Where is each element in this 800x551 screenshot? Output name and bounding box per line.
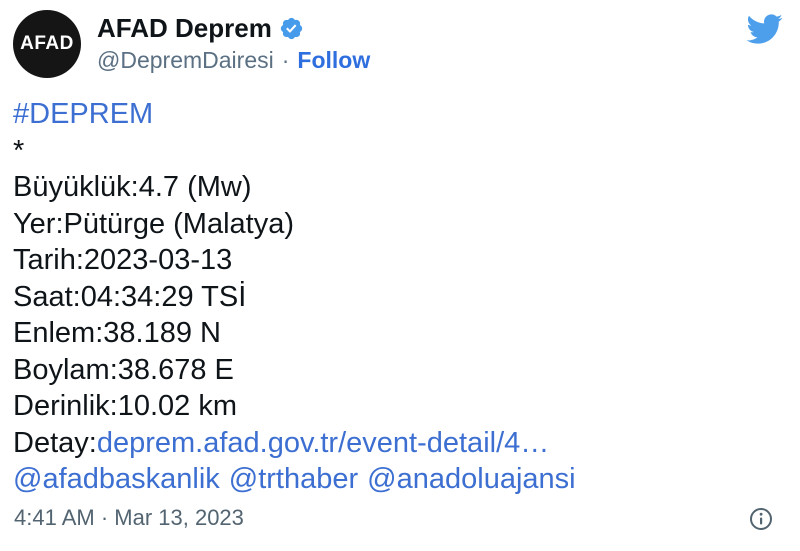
verified-badge-icon (280, 17, 303, 39)
twitter-bird-icon[interactable] (741, 10, 787, 48)
tweet-header: AFAD Deprem @DepremDairesi · Follow (97, 13, 370, 74)
separator-dot: · (281, 47, 290, 73)
account-name-row[interactable]: AFAD Deprem (97, 13, 370, 43)
depth-line: Derinlik:10.02 km (13, 390, 238, 422)
detail-label: Detay: (13, 426, 97, 459)
mention-afadbaskanlik-link[interactable]: @afadbaskanlik (13, 463, 220, 495)
mentions-line: @afadbaskanlik @trthaber @anadoluajansi (13, 461, 783, 498)
time-line: Saat:04:34:29 TSİ (13, 280, 247, 313)
mention-anadoluajansi-link[interactable]: @anadoluajansi (367, 463, 576, 495)
latitude-line: Enlem:38.189 N (13, 317, 221, 349)
longitude-line: Boylam:38.678 E (13, 353, 234, 386)
follow-button[interactable]: Follow (297, 47, 371, 73)
display-name[interactable]: AFAD Deprem (97, 13, 272, 43)
location-line: Yer:Pütürge (Malatya) (13, 207, 295, 240)
date-line: Tarih:2023-03-13 (13, 244, 233, 276)
star-line: * (13, 134, 25, 167)
tweet-text: #DEPREM * Büyüklük:4.7 (Mw) Yer:Pütürge … (13, 96, 783, 498)
avatar-label: AFAD (20, 33, 74, 54)
detail-url-link[interactable]: deprem.afad.gov.tr/event-detail/4… (96, 426, 550, 459)
info-icon[interactable] (749, 507, 773, 531)
mention-trthaber-link[interactable]: @trthaber (228, 463, 359, 495)
magnitude-line: Büyüklük:4.7 (Mw) (13, 171, 252, 203)
hashtag-link[interactable]: #DEPREM (13, 98, 154, 130)
tweet-timestamp-link[interactable]: 4:41 AM · Mar 13, 2023 (14, 505, 244, 530)
avatar-trademark: ° (83, 5, 88, 17)
avatar[interactable]: AFAD ° (13, 5, 88, 78)
handle-row: @DepremDairesi · Follow (97, 46, 370, 74)
detail-line: Detay:deprem.afad.gov.tr/event-detail/4… (13, 425, 783, 462)
handle-link[interactable]: @DepremDairesi (97, 47, 274, 73)
